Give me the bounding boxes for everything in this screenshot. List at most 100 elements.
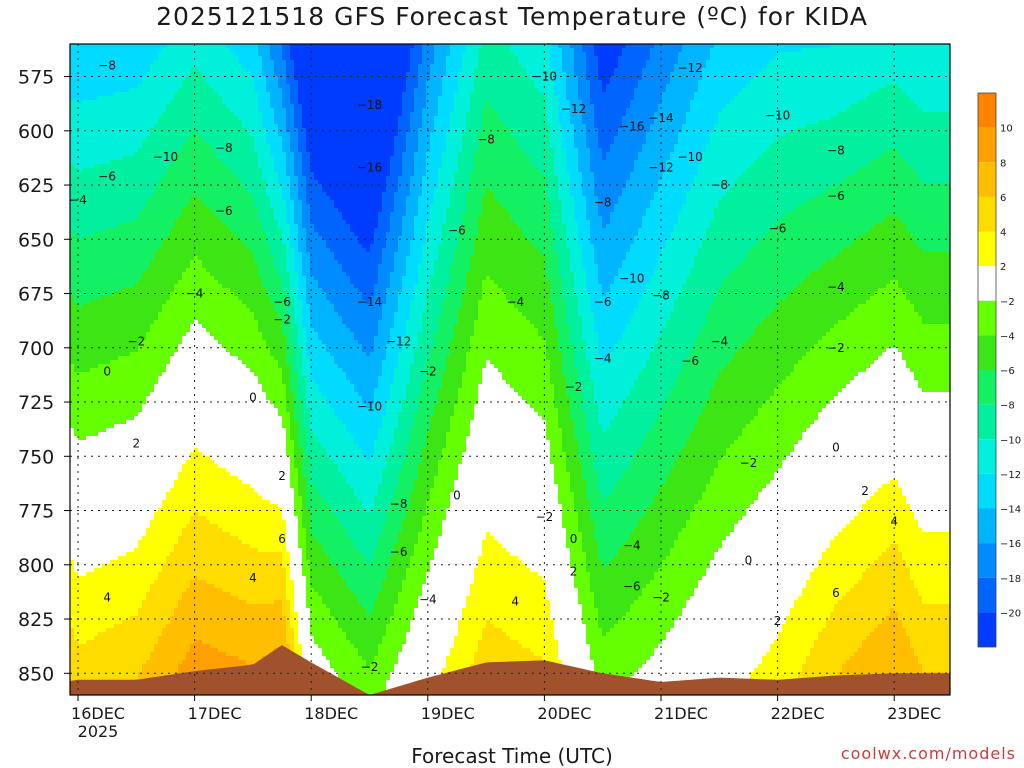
field-cell [126,232,130,236]
field-cell [170,252,174,256]
field-cell [82,412,86,416]
field-cell [190,264,194,268]
field-cell [74,576,78,580]
field-cell [174,472,178,476]
field-cell [122,108,126,112]
field-cell [110,312,114,316]
field-cell [134,192,138,196]
field-cell [106,200,110,204]
field-cell [138,644,142,648]
field-cell [98,140,102,144]
field-cell [74,572,78,576]
field-cell [142,108,146,112]
field-cell [74,428,78,432]
field-cell [154,244,158,248]
field-cell [166,368,170,372]
field-cell [98,448,102,452]
field-cell [182,148,186,152]
field-cell [78,252,82,256]
field-cell [86,656,90,660]
field-cell [166,388,170,392]
field-cell [90,612,94,616]
field-cell [90,584,94,588]
field-cell [134,284,138,288]
field-cell [90,172,94,176]
field-cell [138,352,142,356]
field-cell [130,588,134,592]
field-cell [118,676,122,680]
field-cell [74,420,78,424]
field-cell [74,512,78,516]
field-cell [190,224,194,228]
field-cell [174,196,178,200]
field-cell [86,452,90,456]
field-cell [90,436,94,440]
field-cell [110,624,114,628]
field-cell [122,408,126,412]
field-cell [74,416,78,420]
field-cell [110,360,114,364]
field-cell [186,196,190,200]
field-cell [82,244,86,248]
field-cell [146,192,150,196]
field-cell [130,392,134,396]
field-cell [118,608,122,612]
field-cell [178,196,182,200]
field-cell [150,380,154,384]
field-cell [130,324,134,328]
field-cell [170,564,174,568]
field-cell [106,360,110,364]
field-cell [122,456,126,460]
field-cell [82,660,86,664]
field-cell [90,552,94,556]
field-cell [166,60,170,64]
field-cell [170,232,174,236]
field-cell [138,240,142,244]
field-cell [78,156,82,160]
field-cell [90,124,94,128]
field-cell [182,324,186,328]
field-cell [106,568,110,572]
field-cell [178,452,182,456]
field-cell [182,432,186,436]
field-cell [182,196,186,200]
field-cell [122,572,126,576]
field-cell [190,356,194,360]
field-cell [146,620,150,624]
field-cell [90,624,94,628]
field-cell [138,136,142,140]
field-cell [126,588,130,592]
field-cell [134,452,138,456]
field-cell [114,552,118,556]
field-cell [190,192,194,196]
field-cell [174,112,178,116]
field-cell [154,652,158,656]
field-cell [86,408,90,412]
field-cell [118,228,122,232]
field-cell [146,280,150,284]
field-cell [90,656,94,660]
field-cell [130,216,134,220]
field-cell [142,248,146,252]
field-cell [178,532,182,536]
field-cell [94,336,98,340]
field-cell [82,644,86,648]
field-cell [106,468,110,472]
field-cell [186,620,190,624]
field-cell [158,144,162,148]
field-cell [182,592,186,596]
field-cell [86,424,90,428]
field-cell [158,440,162,444]
field-cell [122,632,126,636]
field-cell [150,136,154,140]
field-cell [122,132,126,136]
field-cell [98,280,102,284]
field-cell [110,208,114,212]
field-cell [98,232,102,236]
field-cell [146,132,150,136]
field-cell [86,392,90,396]
field-cell [138,476,142,480]
field-cell [130,312,134,316]
field-cell [106,108,110,112]
field-cell [82,332,86,336]
